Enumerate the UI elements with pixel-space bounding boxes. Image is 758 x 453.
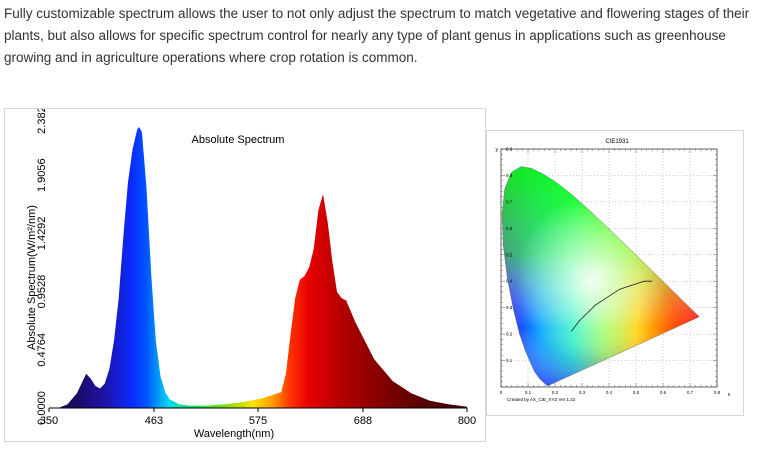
cie-x-tick-label: 0.3 bbox=[579, 390, 586, 395]
x-tick-label: 350 bbox=[40, 415, 58, 427]
cie-x-tick-label: 0.4 bbox=[606, 390, 613, 395]
cie-x-tick-label: 0.1 bbox=[525, 390, 532, 395]
description-text: Fully customizable spectrum allows the u… bbox=[4, 6, 750, 65]
gamut-outline bbox=[501, 166, 700, 386]
cie-y-tick-label: 0.3 bbox=[506, 305, 513, 310]
cie-y-tick-label: 0.9 bbox=[506, 147, 513, 152]
y-tick-label: 0.0000 bbox=[36, 391, 48, 425]
cie-x-axis-label: x bbox=[728, 392, 731, 398]
x-tick-label: 463 bbox=[145, 415, 163, 427]
cie-x-tick-label: 0.2 bbox=[552, 390, 559, 395]
cie-y-tick-label: 0.5 bbox=[506, 252, 513, 257]
x-tick-label: 688 bbox=[354, 415, 372, 427]
cie-title: CIE1931 bbox=[605, 139, 629, 145]
cie-y-tick-label: 0.6 bbox=[506, 226, 513, 231]
cie-y-tick-label: 0.2 bbox=[506, 332, 513, 337]
cie1931-chart: CIE1931 y x 0 0.1 0.2 0.3 0.4 0.5 0.6 0.7 0.8 0.1 0.2… bbox=[486, 130, 744, 416]
y-tick-label: 1.9056 bbox=[36, 158, 48, 192]
cie-y-tick-label: 0.7 bbox=[506, 199, 513, 204]
spectrum-area bbox=[58, 127, 468, 408]
cie-y-axis-label: y bbox=[496, 147, 499, 153]
cie-y-tick-label: 0.1 bbox=[506, 358, 513, 363]
x-axis-label: Wavelength(nm) bbox=[194, 428, 274, 440]
x-tick-label: 800 bbox=[458, 415, 476, 427]
y-axis-label: Absolute Spectrum(W/m²/nm) bbox=[26, 205, 38, 350]
cie-credit: Created by AX_CIE_XYZ Ver 1.22 bbox=[507, 397, 576, 402]
cie-x-tick-label: 0.8 bbox=[714, 390, 721, 395]
cie-x-tick-label: 0 bbox=[500, 390, 503, 395]
spectrum-title: Absolute Spectrum bbox=[192, 134, 285, 146]
planckian-locus bbox=[570, 280, 653, 332]
y-tick-label: 0.4764 bbox=[36, 333, 48, 367]
y-tick-label: 0.9528 bbox=[36, 275, 48, 309]
spectrum-svg: Absolute Spectrum 350 463 575 688 800 Waveleng… bbox=[26, 100, 476, 440]
cie-plot-frame bbox=[500, 148, 718, 388]
y-tick-label: 2.3820 bbox=[36, 109, 48, 134]
y-tick-label: 1.4292 bbox=[36, 217, 48, 251]
absolute-spectrum-chart: Absolute Spectrum 350 463 575 688 800 Waveleng… bbox=[4, 100, 486, 442]
cie-gamut bbox=[502, 166, 700, 386]
cie-svg: CIE1931 y x 0 0.1 0.2 0.3 0.4 0.5 0.6 0.7 0.8 0.1 0.2… bbox=[496, 139, 731, 402]
cie-y-tick-label: 0.8 bbox=[506, 173, 513, 178]
cie-y-tick-label: 0.4 bbox=[506, 279, 513, 284]
cie-x-tick-label: 0.6 bbox=[660, 390, 667, 395]
cie-x-tick-label: 0.5 bbox=[633, 390, 640, 395]
cie-x-tick-label: 0.7 bbox=[687, 390, 694, 395]
x-tick-label: 575 bbox=[249, 415, 267, 427]
